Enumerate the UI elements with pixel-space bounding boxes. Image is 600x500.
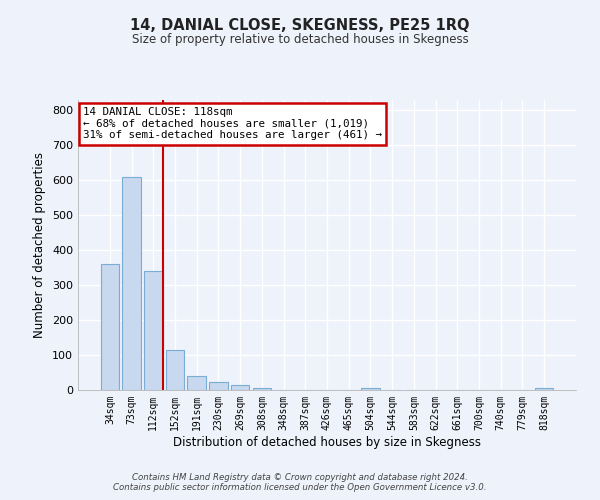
- X-axis label: Distribution of detached houses by size in Skegness: Distribution of detached houses by size …: [173, 436, 481, 448]
- Bar: [101, 264, 119, 390]
- Bar: [209, 382, 227, 390]
- Text: Size of property relative to detached houses in Skegness: Size of property relative to detached ho…: [131, 32, 469, 46]
- Bar: [361, 388, 380, 390]
- Text: 14 DANIAL CLOSE: 118sqm
← 68% of detached houses are smaller (1,019)
31% of semi: 14 DANIAL CLOSE: 118sqm ← 68% of detache…: [83, 108, 382, 140]
- Y-axis label: Number of detached properties: Number of detached properties: [34, 152, 46, 338]
- Text: 14, DANIAL CLOSE, SKEGNESS, PE25 1RQ: 14, DANIAL CLOSE, SKEGNESS, PE25 1RQ: [130, 18, 470, 32]
- Bar: [231, 385, 250, 390]
- Text: Contains public sector information licensed under the Open Government Licence v3: Contains public sector information licen…: [113, 484, 487, 492]
- Bar: [187, 376, 206, 390]
- Text: Contains HM Land Registry data © Crown copyright and database right 2024.: Contains HM Land Registry data © Crown c…: [132, 472, 468, 482]
- Bar: [166, 350, 184, 390]
- Bar: [122, 177, 141, 390]
- Bar: [535, 388, 553, 390]
- Bar: [253, 388, 271, 390]
- Bar: [144, 271, 163, 390]
